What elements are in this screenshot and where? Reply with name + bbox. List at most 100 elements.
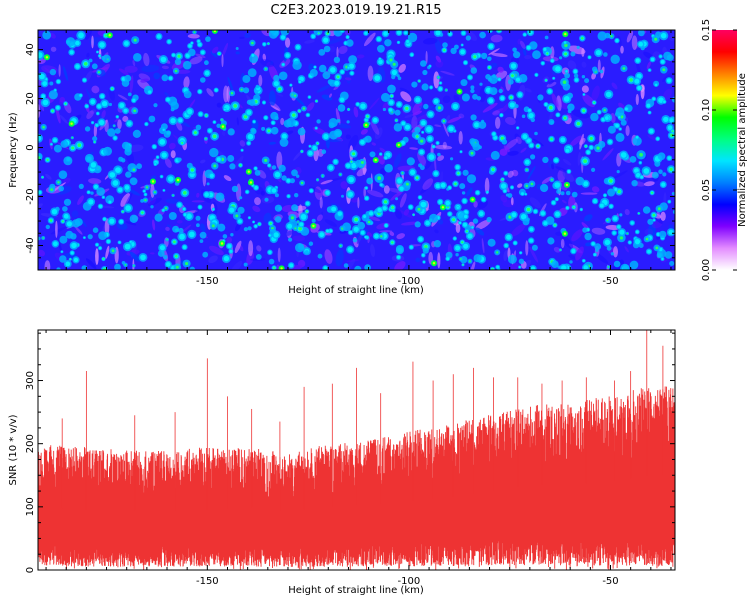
spectrogram-peak-core bbox=[488, 44, 494, 49]
spectrogram-peak-core bbox=[346, 35, 349, 39]
spectrogram-peak-core bbox=[109, 218, 115, 224]
spectrogram-texture-patch bbox=[435, 60, 444, 68]
spectrogram-peak-core bbox=[421, 131, 424, 134]
spectrogram-peak-core bbox=[419, 149, 424, 155]
spectrogram-peak-core bbox=[101, 101, 108, 107]
spectrogram-peak-core bbox=[162, 209, 165, 212]
spectrogram-peak bbox=[129, 177, 138, 186]
spectrogram-texture-patch bbox=[389, 231, 395, 236]
spectrogram-peak-core bbox=[500, 113, 503, 117]
spectrogram-texture-patch bbox=[316, 84, 331, 93]
spectrogram-peak-core bbox=[61, 250, 63, 253]
spectrogram-peak bbox=[454, 44, 459, 50]
spectrogram-texture-patch bbox=[216, 102, 222, 108]
spectrogram-peak-core bbox=[247, 141, 251, 145]
spectrogram-peak-core bbox=[251, 54, 255, 57]
spectrogram-peak bbox=[387, 84, 396, 94]
spectrogram-peak bbox=[534, 131, 538, 136]
spectrogram-texture-patch bbox=[424, 159, 433, 170]
spectrogram-peak-core bbox=[152, 145, 156, 149]
spectrogram-peak-core bbox=[38, 52, 43, 59]
spectrogram-texture-patch bbox=[324, 249, 333, 264]
spectrogram-peak-max bbox=[292, 113, 296, 117]
spectrogram-peak bbox=[521, 114, 526, 119]
spectrogram-peak-max bbox=[46, 158, 49, 162]
spectrogram-peak-core bbox=[262, 101, 266, 104]
spectrogram-peak-max bbox=[153, 191, 156, 194]
spectrogram-peak-core bbox=[544, 102, 548, 107]
spectrogram-peak bbox=[247, 68, 257, 78]
spectrogram-peak bbox=[125, 171, 132, 178]
spectrogram-texture-patch bbox=[388, 187, 401, 193]
spectrogram-peak-max bbox=[572, 206, 575, 209]
spectrogram-peak bbox=[243, 87, 250, 94]
spectrogram-strong-peak-core bbox=[280, 267, 283, 270]
spectrogram-texture-patch bbox=[117, 94, 128, 101]
spectrogram-peak bbox=[480, 52, 488, 60]
spectrogram-peak bbox=[397, 76, 402, 81]
spectrogram-peak-core bbox=[433, 171, 439, 176]
spectrogram-peak-core bbox=[638, 41, 643, 47]
spectrogram-texture-patch bbox=[85, 258, 97, 270]
spectrogram-peak-core bbox=[660, 32, 667, 39]
spectrogram-peak bbox=[38, 236, 41, 241]
spectrogram-peak-max bbox=[235, 214, 239, 218]
spectrogram-texture-patch bbox=[370, 244, 376, 258]
spectrogram-peak-core bbox=[313, 66, 317, 69]
spectrogram-streak bbox=[226, 85, 231, 103]
spectrogram-texture-patch bbox=[527, 165, 536, 180]
spectrogram-peak-max bbox=[491, 168, 495, 171]
spectrogram-texture-patch bbox=[86, 52, 90, 58]
spectrogram-texture-patch bbox=[379, 147, 387, 154]
spectrogram-peak bbox=[140, 199, 145, 203]
spectrogram-peak bbox=[136, 163, 143, 170]
spectrogram-peak-core bbox=[619, 229, 625, 235]
snr-panel: -150 -100 -50 0 100 200 300 Height of straigh… bbox=[8, 329, 676, 596]
spectrogram-peak-core bbox=[268, 250, 272, 254]
spectrogram-texture-patch bbox=[602, 148, 614, 161]
spectrogram-texture-patch bbox=[409, 147, 419, 150]
spectrogram-peak bbox=[619, 213, 623, 217]
spectrogram-texture-patch bbox=[235, 51, 240, 55]
spectrogram-streak bbox=[442, 141, 447, 149]
y-tick-label: -40 bbox=[25, 237, 36, 253]
spectrogram-peak-core bbox=[246, 110, 252, 115]
spectrogram-peak bbox=[487, 238, 496, 247]
spectrogram-texture-patch bbox=[176, 219, 183, 224]
spectrogram-peak bbox=[664, 251, 673, 259]
spectrogram-peak bbox=[466, 174, 477, 184]
spectrogram-peak-core bbox=[510, 63, 517, 69]
spectrogram-peak bbox=[242, 75, 251, 83]
spectrogram-texture-patch bbox=[568, 254, 577, 260]
spectrogram-peak bbox=[615, 132, 625, 142]
spectrogram-peak bbox=[150, 205, 154, 209]
spectrogram-peak-core bbox=[306, 113, 310, 117]
spectrogram-texture-patch bbox=[463, 30, 478, 41]
spectrogram-peak-core bbox=[554, 182, 561, 188]
spectrogram-peak bbox=[327, 79, 334, 85]
spectrogram-texture-patch bbox=[466, 187, 473, 197]
spectrogram-peak-max bbox=[413, 214, 415, 216]
spectrogram-peak-core bbox=[331, 206, 337, 212]
spectrogram-peak-max bbox=[273, 266, 276, 269]
spectrogram-peak-core bbox=[528, 109, 531, 112]
spectrogram-peak-core bbox=[140, 254, 146, 261]
spectrogram-peak bbox=[462, 169, 469, 176]
spectrogram-peak-max bbox=[405, 182, 409, 186]
spectrogram-peak-core bbox=[227, 244, 232, 249]
spectrogram-peak-core bbox=[79, 94, 83, 97]
spectrogram-peak-core bbox=[188, 231, 195, 238]
spectrogram-peak-max bbox=[671, 130, 674, 133]
spectrogram-peak-core bbox=[168, 76, 173, 80]
spectrogram-peak bbox=[544, 35, 549, 40]
spectrogram-texture-patch bbox=[309, 186, 322, 193]
spectrogram-texture-patch bbox=[561, 199, 567, 204]
spectrogram-peak-core bbox=[83, 236, 86, 239]
spectrogram-peak bbox=[672, 210, 675, 214]
spectrogram-peak-max bbox=[549, 105, 553, 110]
spectrogram-peak-max bbox=[350, 160, 353, 163]
spectrogram-texture-patch bbox=[328, 45, 336, 53]
spectrogram-peak-core bbox=[452, 103, 459, 110]
spectrogram-peak-core bbox=[66, 221, 72, 227]
spectrogram-texture-patch bbox=[477, 199, 488, 209]
